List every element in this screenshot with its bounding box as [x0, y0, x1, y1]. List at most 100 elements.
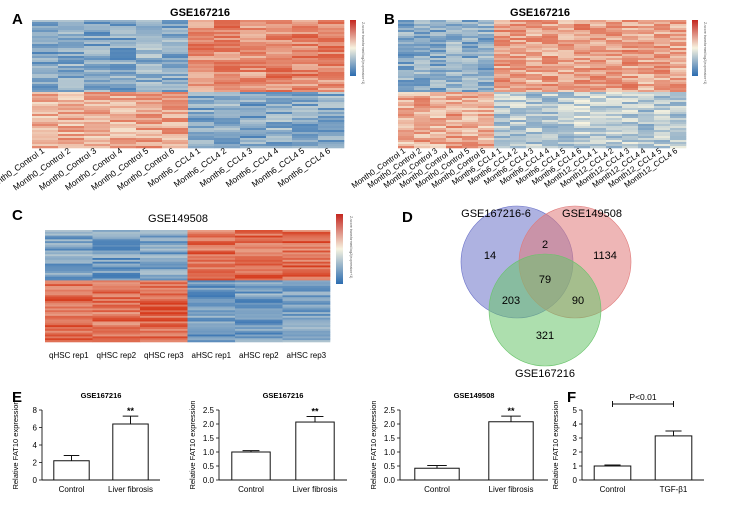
- heatmap-c-cell: [235, 244, 283, 248]
- heatmap-b-cell: [606, 126, 623, 129]
- heatmap-a-cell: [292, 104, 319, 107]
- heatmap-a-cell: [162, 146, 189, 149]
- heatmap-b-cell: [558, 126, 575, 129]
- heatmap-c-cell: [282, 286, 331, 289]
- heatmap-c-cell: [45, 306, 93, 309]
- heatmap-b-cell: [590, 54, 607, 57]
- heatmap-b-cell: [654, 28, 671, 31]
- heatmap-c-cell: [45, 233, 93, 236]
- y-tick-label: 1: [573, 462, 578, 471]
- heatmap-b-cell: [510, 144, 527, 147]
- heatmap-c-cell: [235, 263, 283, 266]
- heatmap-b-cell: [638, 86, 655, 89]
- heatmap-b-cell: [558, 36, 575, 39]
- heatmap-b-cell: [590, 26, 607, 29]
- heatmap-b-cell: [574, 132, 591, 135]
- heatmap-c-cell: [45, 239, 93, 242]
- heatmap-b-cell: [542, 136, 559, 139]
- heatmap-b-cell: [430, 104, 447, 107]
- heatmap-a-cell: [84, 30, 111, 33]
- heatmap-b-cell: [654, 144, 671, 147]
- heatmap-a-cell: [318, 26, 345, 29]
- heatmap-c-cell: [140, 276, 188, 279]
- heatmap-c-cell: [92, 300, 141, 304]
- heatmap-b-cell: [510, 94, 527, 97]
- heatmap-a-cell: [162, 144, 189, 147]
- heatmap-b-cell: [526, 110, 543, 113]
- heatmap-c-cell: [235, 250, 283, 253]
- heatmap-a-cell: [266, 136, 293, 139]
- y-tick-label: 2.0: [384, 420, 396, 429]
- heatmap-a-cell: [292, 146, 319, 149]
- heatmap-b-cell: [638, 26, 655, 29]
- heatmap-c-cell: [140, 332, 188, 335]
- heatmap-a-cell: [292, 38, 319, 41]
- heatmap-a-cell: [162, 56, 189, 59]
- heatmap-c-cell: [140, 312, 188, 315]
- heatmap-a-cell: [266, 104, 293, 107]
- heatmap-a-cell: [240, 106, 267, 109]
- heatmap-b-cell: [558, 82, 575, 85]
- heatmap-a-cell: [32, 128, 59, 131]
- sample-label: aHSC rep1: [192, 351, 232, 360]
- heatmap-a-cell: [58, 32, 85, 35]
- heatmap-a-cell: [214, 146, 241, 149]
- heatmap-b-cell: [478, 46, 495, 49]
- heatmap-c-cell: [282, 261, 331, 264]
- heatmap-b-cell: [494, 94, 511, 97]
- heatmap-b-cell: [638, 132, 655, 135]
- heatmap-c-cell: [140, 336, 188, 339]
- heatmap-a-cell: [84, 116, 111, 119]
- heatmap-a-cell: [214, 138, 241, 141]
- heatmap-a-cell: [136, 110, 163, 113]
- heatmap-b-cell: [494, 126, 511, 129]
- heatmap-c-cell: [282, 314, 331, 317]
- heatmap-c-cell: [140, 248, 188, 251]
- heatmap-a-cell: [136, 104, 163, 107]
- heatmap-a-cell: [214, 66, 241, 69]
- heatmap-c-colorbar-label: Z-score transformed log2(expression+1): [349, 216, 353, 278]
- heatmap-b-cell: [606, 56, 623, 59]
- heatmap-c-cells: [45, 230, 331, 343]
- heatmap-b-cell: [670, 34, 687, 37]
- heatmap-c-cell: [235, 300, 283, 304]
- heatmap-b-cell: [622, 24, 639, 27]
- y-tick-label: 4: [573, 420, 578, 429]
- heatmap-b-cell: [526, 40, 543, 43]
- heatmap-b-cell: [462, 132, 479, 135]
- heatmap-b-cell: [446, 98, 463, 101]
- heatmap-c-cell: [45, 332, 93, 335]
- heatmap-c-cell: [140, 306, 188, 309]
- heatmap-b-cell: [622, 84, 639, 87]
- heatmap-b-cell: [574, 118, 591, 121]
- heatmap-c-cell: [45, 315, 93, 319]
- heatmap-b-cell: [638, 64, 655, 67]
- heatmap-c-cell: [187, 299, 236, 302]
- heatmap-b-cell: [654, 106, 671, 109]
- heatmap-b-cell: [510, 26, 527, 29]
- heatmap-a-cell: [240, 142, 267, 145]
- heatmap-a-cell: [292, 32, 319, 35]
- heatmap-b-cell: [478, 84, 495, 87]
- heatmap-a-cell: [84, 124, 111, 127]
- heatmap-a-cell: [266, 100, 293, 103]
- heatmap-a-cell: [188, 54, 215, 57]
- heatmap-b-cell: [574, 56, 591, 59]
- heatmap-a-cell: [58, 134, 85, 137]
- heatmap-c-cell: [45, 284, 93, 287]
- heatmap-c-cell: [235, 321, 283, 324]
- heatmap-b-cell: [526, 60, 543, 63]
- heatmap-a-cell: [292, 68, 319, 71]
- heatmap-b-cell: [542, 116, 559, 119]
- heatmap-a-cell: [318, 68, 345, 71]
- heatmap-b-cell: [542, 44, 559, 47]
- heatmap-a-cell: [318, 20, 345, 23]
- heatmap-b-cell: [446, 80, 463, 83]
- heatmap-a-cell: [110, 24, 137, 27]
- heatmap-a-cell: [318, 52, 345, 55]
- heatmap-b-cell: [574, 90, 591, 93]
- heatmap-b-cell: [446, 140, 463, 143]
- heatmap-b-cell: [558, 114, 575, 117]
- heatmap-b-cell: [558, 86, 575, 89]
